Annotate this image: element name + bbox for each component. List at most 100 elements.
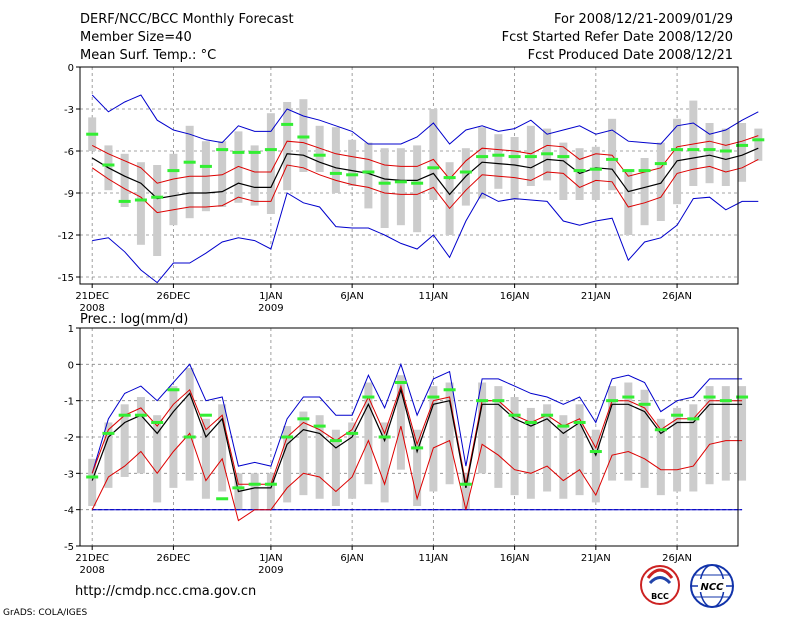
temp-median-mark — [654, 162, 667, 166]
prec-xtick-label: 6JAN — [340, 553, 363, 564]
temp-box — [591, 146, 600, 200]
temp-median-mark — [459, 170, 472, 174]
temp-median-mark — [378, 181, 391, 185]
prec-median-mark — [216, 497, 229, 501]
prec-box — [575, 404, 584, 496]
temp-median-mark — [557, 155, 570, 159]
forecast-started-refer-date: Fcst Started Refer Date 2008/12/20 — [502, 30, 733, 45]
prec-xtick-year: 2008 — [79, 565, 104, 576]
prec-xtick-label: 16JAN — [500, 553, 530, 564]
prec-median-mark — [638, 402, 651, 406]
temp-median-mark — [573, 169, 586, 173]
temp-box — [120, 153, 129, 207]
temp-box — [413, 145, 422, 233]
temp-box — [234, 131, 243, 203]
prec-ytick-label: 1 — [68, 324, 74, 335]
prec-max-line — [91, 362, 743, 474]
prec-median-mark — [329, 439, 342, 443]
prec-box — [640, 389, 649, 488]
temp-median-mark — [167, 169, 180, 173]
temp-median-mark — [183, 160, 196, 164]
temp-xtick-label: 6JAN — [340, 291, 363, 302]
prec-box — [331, 429, 340, 507]
prec-box — [201, 418, 210, 499]
temp-xtick-label: 11JAN — [418, 291, 448, 302]
temp-box — [575, 148, 584, 200]
temp-median-mark — [541, 152, 554, 156]
temp-median-mark — [394, 180, 407, 184]
temp-ytick-label: 0 — [68, 63, 74, 74]
temp-box — [396, 148, 405, 226]
ncc-logo: NCC — [690, 564, 734, 608]
prec-median-mark — [281, 435, 294, 439]
prec-box — [445, 382, 454, 485]
member-size: Member Size=40 — [80, 30, 192, 45]
prec-median-mark — [86, 475, 99, 479]
prec-median-mark — [459, 482, 472, 486]
prec-median-mark — [492, 399, 505, 403]
temp-axes-frame — [79, 66, 739, 285]
prec-box — [283, 426, 292, 503]
temp-xtick-label: 21DEC — [75, 291, 109, 302]
prec-median-mark — [297, 417, 310, 421]
prec-xtick-label: 21JAN — [581, 553, 611, 564]
prec-median-mark — [313, 424, 326, 428]
prec-median-mark — [411, 446, 424, 450]
ncc-logo-text: NCC — [700, 582, 724, 593]
temp-median-mark — [687, 148, 700, 152]
temp-box — [364, 142, 373, 209]
prec-box — [266, 473, 275, 510]
temp-box — [608, 118, 617, 191]
prec-ytick-label: -3 — [64, 469, 74, 480]
temp-box — [640, 158, 649, 226]
prec-median-mark — [508, 413, 521, 417]
prec-median-mark — [346, 431, 359, 435]
prec-box — [738, 386, 747, 481]
temp-median-mark — [492, 153, 505, 157]
temp-box — [705, 123, 714, 184]
prec-box — [104, 422, 113, 488]
prec-xtick-label: 1JAN — [259, 553, 282, 564]
temp-box — [656, 142, 665, 221]
prec-median-mark — [524, 420, 537, 424]
prec-median-mark — [134, 413, 147, 417]
prec-box — [705, 386, 714, 485]
temp-median-mark — [476, 155, 489, 159]
variable-label-precipitation: Prec.: log(mm/d) — [80, 312, 188, 327]
temp-median-mark — [86, 132, 99, 136]
temp-lower-line — [91, 158, 759, 214]
prec-xtick-label: 21DEC — [75, 553, 109, 564]
prec-lower-line — [91, 425, 743, 522]
prec-box — [624, 382, 633, 481]
temp-ytick-label: -3 — [64, 105, 74, 116]
temp-max-line — [91, 94, 759, 145]
temp-median-mark — [524, 155, 537, 159]
temp-median-mark — [508, 155, 521, 159]
prec-box — [380, 422, 389, 503]
prec-median-mark — [232, 486, 245, 490]
prec-median-mark — [378, 435, 391, 439]
prec-ytick-label: -2 — [64, 433, 74, 444]
prec-box — [591, 429, 600, 503]
temp-median-mark — [411, 181, 424, 185]
temp-median-mark — [443, 176, 456, 180]
chart-title: DERF/NCC/BCC Monthly Forecast — [80, 12, 294, 27]
prec-ytick-label: -5 — [64, 542, 74, 553]
temp-median-mark — [248, 150, 261, 154]
prec-box — [348, 422, 357, 499]
temp-median-mark — [671, 148, 684, 152]
temp-median-mark — [752, 138, 765, 142]
temp-box — [380, 148, 389, 228]
prec-box — [169, 386, 178, 488]
prec-box — [721, 386, 730, 481]
prec-median-mark — [443, 388, 456, 392]
prec-ytick-label: -4 — [64, 506, 74, 517]
temp-median-mark — [346, 173, 359, 177]
temp-median-mark — [427, 166, 440, 170]
prec-box — [494, 386, 503, 488]
source-url[interactable]: http://cmdp.ncc.cma.gov.cn — [75, 584, 256, 599]
temp-median-mark — [151, 195, 164, 199]
